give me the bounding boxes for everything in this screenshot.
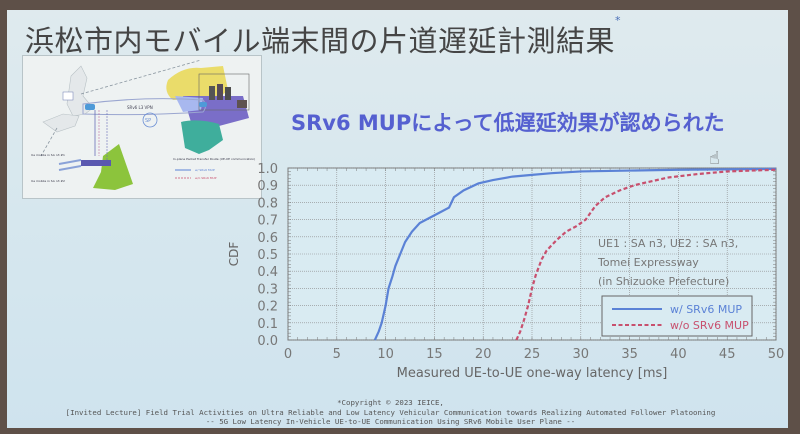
y-tick-label: 0.0 [257,334,278,349]
y-tick-label: 0.8 [257,196,278,211]
x-tick-label: 25 [524,347,541,362]
x-tick-label: 20 [475,347,492,362]
svg-text:Ue mobile in SA n3 #1: Ue mobile in SA n3 #1 [31,153,65,157]
svg-text:In-plane Packet Transfer Route: In-plane Packet Transfer Route (UE-UE co… [173,157,255,161]
y-tick-label: 0.1 [257,317,278,332]
series-without-srv6-mup [515,168,777,341]
y-tick-label: 1.0 [257,162,278,177]
hand-pointer-icon: ☝ [709,148,720,169]
y-tick-label: 0.6 [257,231,278,246]
y-tick-label: 0.5 [257,248,278,263]
series-with-srv6-mup [373,167,777,341]
legend-label: w/ SRv6 MUP [670,303,742,316]
x-tick-label: 30 [573,347,590,362]
footer-line2: -- 5G Low Latency In-Vehicle UE-to-UE Co… [205,417,576,426]
svg-text:SP: SP [145,118,151,124]
svg-text:w/ SRv6 MUP: w/ SRv6 MUP [195,168,215,172]
y-tick-label: 0.7 [257,214,278,229]
legend-box [601,295,753,337]
svg-text:SRv6 L3 VPN: SRv6 L3 VPN [127,105,153,110]
x-tick-label: 50 [768,347,785,362]
chart-annotation: Tomei Expressway [597,256,699,269]
headline-result: SRv6 MUPによって低遅延効果が認められた [291,111,725,135]
map-illustration: SRv6 L3 VPN SP Ue mobile in SA n3 #1 Ue … [31,59,255,190]
x-tick-label: 40 [670,347,687,362]
slide-title-text: 浜松市内モバイル端末間の片道遅延計測結果 [25,24,616,58]
x-tick-label: 10 [377,347,394,362]
chart-annotation: UE1 : SA n3, UE2 : SA n3, [598,237,738,250]
footer-line1: [Invited Lecture] Field Trial Activities… [65,408,716,417]
y-tick-label: 0.2 [257,300,278,315]
y-axis-label: CDF [227,242,241,267]
x-tick-label: 35 [621,347,638,362]
footnote-mark: * [615,14,622,27]
x-axis-label: Measured UE-to-UE one-way latency [ms] [397,366,668,381]
svg-text:Ue mobile in SA n3 #2: Ue mobile in SA n3 #2 [31,179,65,183]
x-tick-label: 0 [284,347,292,362]
slide-title: 浜松市内モバイル端末間の片道遅延計測結果* [25,14,621,60]
x-tick-label: 15 [426,347,443,362]
network-map-diagram: SRv6 L3 VPN SP Ue mobile in SA n3 #1 Ue … [22,55,262,199]
x-tick-label: 45 [719,347,736,362]
chart-annotation: (in Shizuoke Prefecture) [598,275,729,288]
footer-copyright: *Copyright © 2023 IEICE, [337,398,444,407]
legend-label: w/o SRv6 MUP [670,319,749,332]
y-tick-label: 0.4 [257,265,278,280]
y-tick-label: 0.9 [257,179,278,194]
x-tick-label: 5 [333,347,341,362]
svg-text:w/o SRv6 MUP: w/o SRv6 MUP [195,176,217,180]
y-tick-label: 0.3 [257,282,278,297]
